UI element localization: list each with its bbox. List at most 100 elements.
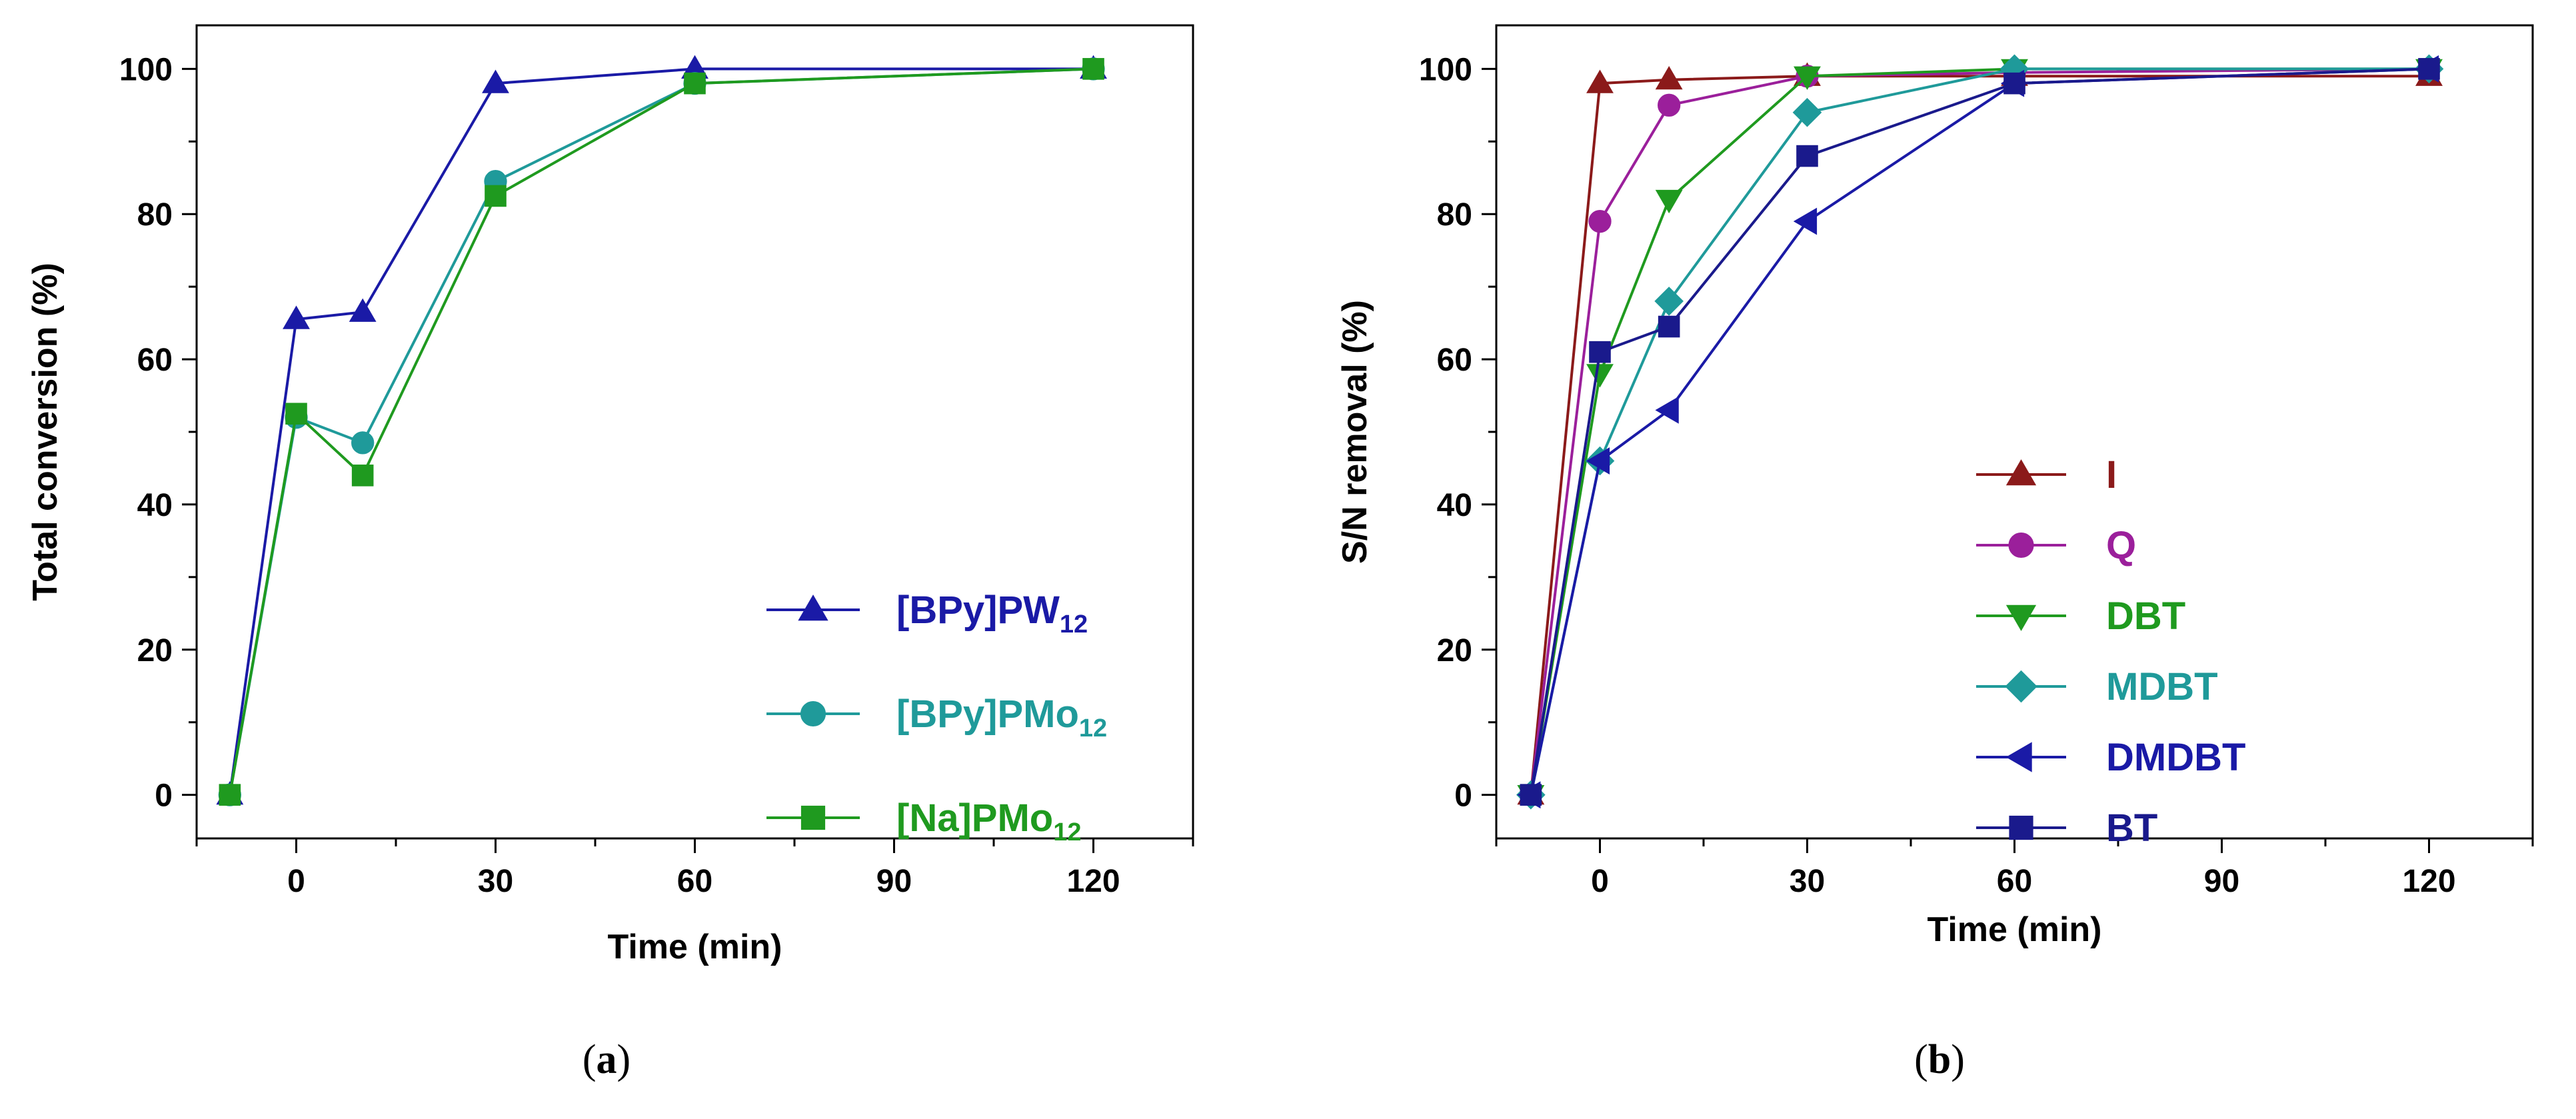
- y-tick-label: 20: [1437, 633, 1472, 668]
- legend-marker: [2005, 742, 2032, 772]
- series-dmdbt: [1517, 55, 2439, 809]
- data-point: [283, 305, 310, 329]
- legend-label: BT: [2106, 806, 2157, 850]
- panel-caption: (b): [1914, 1037, 1965, 1082]
- legend-label-subscript: 12: [1079, 714, 1107, 742]
- x-tick-label: 120: [1066, 864, 1120, 899]
- legend-label: Q: [2106, 524, 2136, 567]
- x-axis-title: Time (min): [608, 928, 782, 966]
- data-point: [1654, 287, 1684, 316]
- legend-label-main: BT: [2106, 806, 2157, 850]
- y-tick-label: 100: [1419, 52, 1472, 87]
- data-point: [1655, 66, 1683, 90]
- data-point: [1586, 364, 1614, 388]
- data-point: [219, 784, 241, 806]
- y-tick-label: 0: [1454, 778, 1472, 814]
- legend-marker: [2008, 532, 2034, 559]
- x-tick-label: 0: [287, 864, 305, 899]
- y-tick-label: 40: [1437, 488, 1472, 523]
- data-point: [485, 185, 507, 207]
- series-line: [1529, 67, 2429, 795]
- legend-label: [BPy]PMo12: [896, 692, 1107, 742]
- series-dbt: [1517, 59, 2443, 809]
- x-tick-label: 0: [1591, 864, 1609, 899]
- data-point: [1792, 97, 1822, 127]
- x-tick-label: 120: [2402, 864, 2455, 899]
- legend-entry: BT: [1976, 806, 2157, 850]
- series-na-pmo: [219, 58, 1104, 806]
- series-mdbt: [1516, 54, 2444, 810]
- y-tick-label: 40: [137, 488, 173, 523]
- series-i: [1517, 62, 2443, 805]
- legend-marker: [2005, 670, 2037, 703]
- x-tick-label: 60: [1997, 864, 2032, 899]
- data-point: [2003, 72, 2025, 95]
- legend-marker: [800, 700, 826, 727]
- series-line: [1529, 67, 2429, 795]
- legend-entry: MDBT: [1976, 665, 2218, 708]
- chart-panel-b: 0 30 60 90 120 0 20 40 60 80 100 Time (min) S/N remo…: [1336, 24, 2534, 1082]
- x-tick-label: 30: [1790, 864, 1825, 899]
- legend-label: [Na]PMo12: [896, 796, 1081, 846]
- y-axis-title: S/N removal (%): [1336, 300, 1374, 564]
- series-line: [1529, 75, 2429, 795]
- y-tick-label: 20: [137, 633, 173, 668]
- plot-frame: [1495, 24, 2534, 840]
- data-point: [1655, 189, 1683, 214]
- legend-marker: [2009, 815, 2033, 840]
- legend-label-main: I: [2106, 453, 2117, 497]
- x-tick-label: 30: [478, 864, 513, 899]
- x-tick-label: 90: [2204, 864, 2239, 899]
- legend-entry: [BPy]PW12: [766, 588, 1088, 638]
- legend-label: I: [2106, 453, 2117, 497]
- legend-entry: DBT: [1976, 594, 2185, 638]
- legend-label-main: DBT: [2106, 594, 2185, 638]
- data-point: [285, 403, 307, 425]
- legend-entry: [Na]PMo12: [766, 796, 1081, 846]
- data-point: [2418, 58, 2440, 80]
- series-bpy-pw: [216, 55, 1107, 805]
- data-point: [482, 69, 509, 93]
- data-point: [351, 465, 374, 487]
- legend-label-main: Q: [2106, 524, 2136, 567]
- data-point: [1655, 396, 1679, 424]
- data-point: [1793, 207, 1818, 235]
- legend-entry: Q: [1976, 524, 2136, 567]
- legend-entry: I: [1976, 453, 2117, 497]
- legend-marker: [800, 805, 826, 830]
- legend-label: MDBT: [2106, 665, 2218, 708]
- caption-letter: a: [597, 1037, 617, 1082]
- x-tick-label: 90: [876, 864, 912, 899]
- legend-label: DBT: [2106, 594, 2185, 638]
- data-point: [1796, 145, 1818, 167]
- y-tick-label: 60: [137, 343, 173, 378]
- legend-label: [BPy]PW12: [896, 588, 1088, 638]
- legend-entry: [BPy]PMo12: [766, 692, 1107, 742]
- caption-paren-open: (: [1914, 1037, 1928, 1082]
- y-tick-label: 0: [155, 778, 173, 814]
- data-point: [684, 72, 706, 95]
- data-point: [1586, 69, 1614, 93]
- caption-paren-close: ): [1951, 1037, 1965, 1082]
- legend-marker: [2005, 459, 2037, 486]
- data-point: [1520, 784, 1542, 806]
- chart-panel-a: 0 30 60 90 120 0 20 40 60 80 100 Time (min) Total co…: [26, 24, 1194, 1082]
- caption-paren-open: (: [583, 1037, 597, 1082]
- series-line: [228, 67, 1094, 795]
- y-axis-title: Total conversion (%): [26, 263, 65, 601]
- y-tick-label: 60: [1437, 343, 1472, 378]
- legend-entry: DMDBT: [1976, 736, 2245, 779]
- legend-label-main: [Na]PMo: [896, 796, 1053, 840]
- data-point: [349, 298, 377, 322]
- legend-label-main: [BPy]PW: [896, 588, 1060, 632]
- panel-caption: (a): [583, 1037, 631, 1082]
- data-point: [1589, 341, 1611, 363]
- data-point: [1794, 66, 1821, 90]
- caption-paren-close: ): [617, 1037, 631, 1082]
- y-tick-label: 100: [119, 52, 173, 87]
- legend-label: DMDBT: [2106, 736, 2245, 779]
- series-bt: [1520, 58, 2440, 806]
- data-point: [1082, 58, 1104, 80]
- x-tick-label: 60: [677, 864, 712, 899]
